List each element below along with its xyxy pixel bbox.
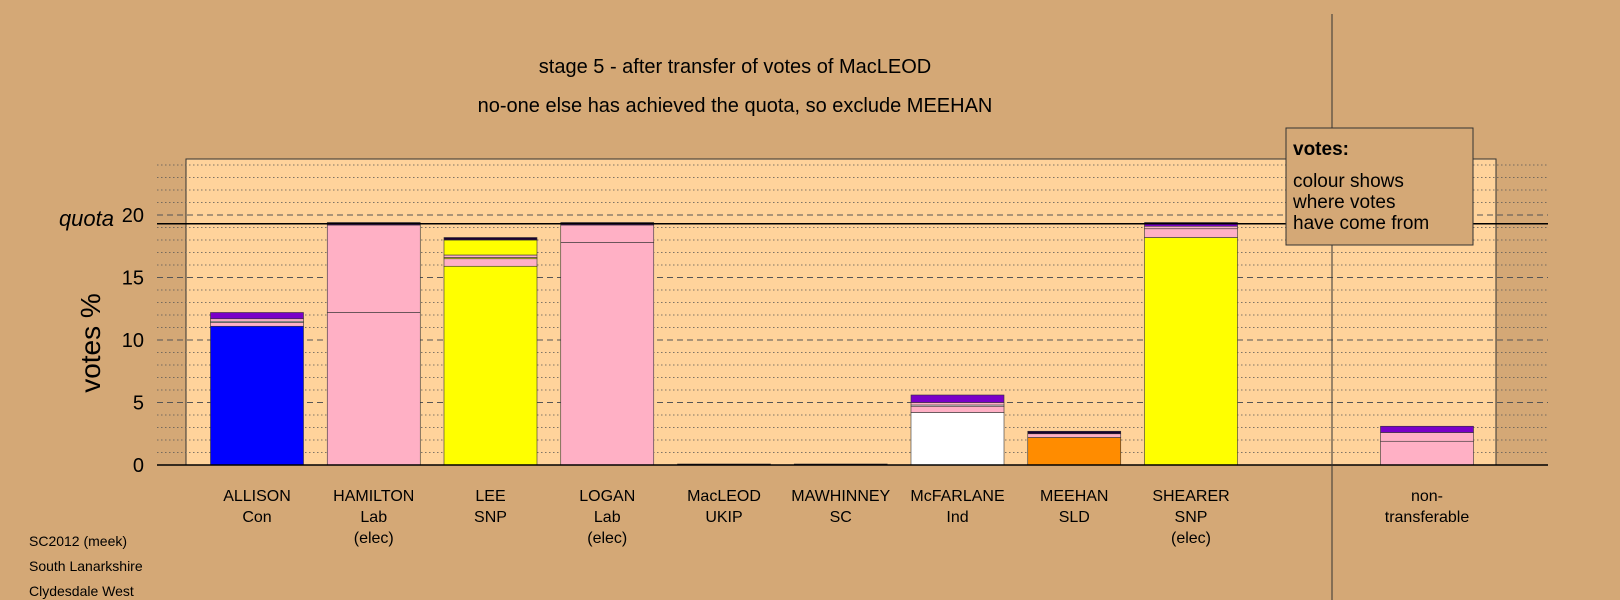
x-tick-label: transferable xyxy=(1385,509,1470,526)
bar xyxy=(443,237,538,466)
x-tick-label: MacLEOD xyxy=(687,488,761,505)
footer-ward: Clydesdale West xyxy=(29,583,134,599)
y-tick-label: 5 xyxy=(133,393,144,415)
bar-segment xyxy=(443,258,538,267)
bar-segment xyxy=(326,312,421,466)
x-tick-label: LOGAN xyxy=(579,488,635,505)
x-tick-label: LEE xyxy=(475,488,505,505)
bar-segment xyxy=(910,402,1005,406)
x-tick-label: Ind xyxy=(946,509,968,526)
x-tick-label: SNP xyxy=(1175,509,1208,526)
x-axis-labels: ALLISON Con HAMILTON Lab (elec) LEE SNP LOGAN La… xyxy=(223,488,1469,547)
y-axis-label: votes % xyxy=(75,293,106,393)
bar-segment xyxy=(1144,225,1238,230)
legend-heading: votes: xyxy=(1293,139,1349,160)
bar-segment xyxy=(443,237,538,241)
bar-segment xyxy=(560,224,655,243)
legend-box: votes: colour shows where votes have com… xyxy=(1285,127,1474,246)
footer-council: South Lanarkshire xyxy=(29,558,143,574)
footer-method: SC2012 (meek) xyxy=(29,533,128,549)
bar-segment xyxy=(1380,425,1474,433)
legend-line-1: colour shows xyxy=(1293,171,1404,192)
x-tick-label: SC xyxy=(830,509,852,526)
bar xyxy=(210,312,304,466)
bar xyxy=(326,222,421,466)
y-tick-label: 20 xyxy=(122,205,144,227)
x-tick-label: Lab xyxy=(360,509,387,526)
y-tick-label: 15 xyxy=(122,268,144,290)
y-tick-label: 0 xyxy=(133,455,144,477)
quota-label: quota xyxy=(59,206,114,231)
x-tick-label: SNP xyxy=(474,509,507,526)
y-tick-label: 10 xyxy=(122,330,144,352)
x-tick-label: MEEHAN xyxy=(1040,488,1108,505)
bar-segment xyxy=(910,394,1005,403)
bar xyxy=(1027,430,1122,466)
bar xyxy=(910,394,1005,466)
bar-segment xyxy=(443,265,538,466)
x-tick-label: UKIP xyxy=(705,509,742,526)
bar-segment xyxy=(560,242,655,466)
bar-segment xyxy=(1027,433,1122,438)
x-tick-label: (elec) xyxy=(587,530,627,547)
bar-segment xyxy=(443,254,538,258)
bar-segment xyxy=(326,224,421,313)
bar-segment xyxy=(443,239,538,256)
x-tick-label: SLD xyxy=(1059,509,1090,526)
bar-segment xyxy=(910,412,1005,466)
x-tick-label: McFARLANE xyxy=(910,488,1004,505)
x-tick-label: ALLISON xyxy=(223,488,291,505)
bar-segment xyxy=(210,312,304,320)
chart-title: stage 5 - after transfer of votes of Mac… xyxy=(539,56,931,78)
bar-segment xyxy=(910,405,1005,413)
bar-segment xyxy=(1380,440,1474,466)
bar-segment xyxy=(1144,237,1238,466)
bar-segment xyxy=(1027,430,1122,435)
x-tick-label: SHEARER xyxy=(1152,488,1229,505)
bar xyxy=(1144,222,1238,466)
bar-segment xyxy=(210,325,304,466)
bars xyxy=(210,222,1474,466)
bar-segment xyxy=(210,322,304,327)
bar xyxy=(560,222,655,466)
x-tick-label: MAWHINNEY xyxy=(791,488,890,505)
bar-segment xyxy=(1380,432,1474,442)
legend-line-2: where votes xyxy=(1292,192,1395,213)
x-tick-label: (elec) xyxy=(354,530,394,547)
x-tick-label: (elec) xyxy=(1171,530,1211,547)
x-tick-label: Con xyxy=(242,509,271,526)
chart-subtitle: no-one else has achieved the quota, so e… xyxy=(478,95,993,117)
x-tick-label: HAMILTON xyxy=(333,488,414,505)
bar-segment xyxy=(1027,437,1122,466)
x-tick-label: non- xyxy=(1411,488,1443,505)
bar xyxy=(1380,425,1474,466)
bar-segment xyxy=(1144,228,1238,238)
bar-segment xyxy=(210,318,304,322)
x-tick-label: Lab xyxy=(594,509,621,526)
legend-line-3: have come from xyxy=(1293,213,1429,234)
